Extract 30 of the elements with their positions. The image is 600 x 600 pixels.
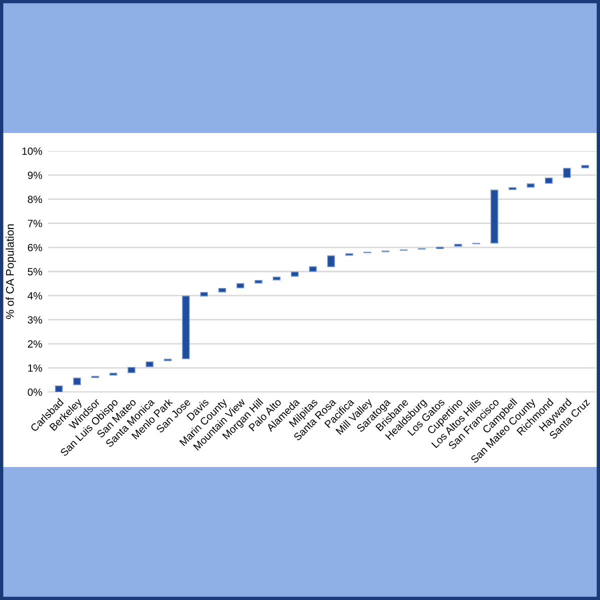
bar xyxy=(182,296,190,360)
y-tick-label: 9% xyxy=(28,172,42,179)
bar xyxy=(218,288,226,292)
bar xyxy=(327,255,335,268)
y-tick-label: 8% xyxy=(28,196,42,204)
bar xyxy=(73,378,81,386)
bar xyxy=(128,367,136,374)
bar xyxy=(490,190,498,244)
bar xyxy=(309,266,317,272)
bar xyxy=(254,280,262,284)
y-tick-label: 2% xyxy=(28,340,42,348)
y-tick-label: 5% xyxy=(28,268,42,276)
bar xyxy=(526,183,535,188)
bar xyxy=(290,272,299,277)
bar xyxy=(581,165,589,168)
y-tick-label: 3% xyxy=(28,316,42,324)
bar xyxy=(200,292,208,296)
y-tick-label: 6% xyxy=(28,244,42,252)
bar xyxy=(236,283,244,288)
bar xyxy=(544,178,553,184)
y-axis-title: % of CA Population xyxy=(6,224,16,319)
y-tick-label: 0% xyxy=(28,388,42,396)
y-tick-label: 7% xyxy=(28,220,42,228)
bar xyxy=(55,386,63,392)
bar xyxy=(563,168,571,178)
y-tick-label: 10% xyxy=(22,148,42,155)
bar xyxy=(272,276,281,280)
y-tick-label: 1% xyxy=(28,364,42,372)
bar xyxy=(146,361,154,368)
y-tick-label: 4% xyxy=(28,292,42,300)
